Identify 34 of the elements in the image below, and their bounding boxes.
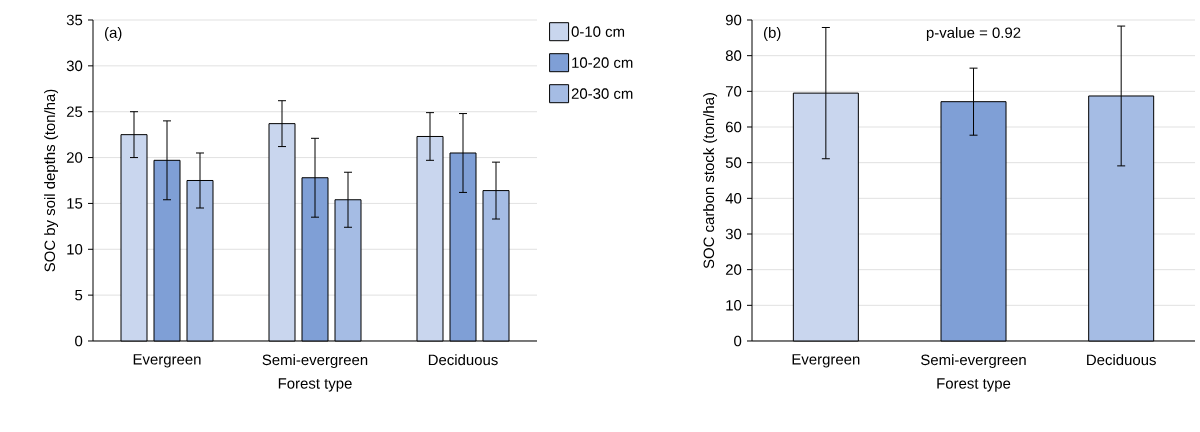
- x-tick-label: Evergreen: [792, 354, 860, 368]
- x-tick-label: Evergreen: [133, 354, 201, 368]
- x-axis-title: Forest type: [278, 378, 352, 392]
- y-tick-label: 25: [66, 106, 83, 117]
- x-axis-title: Forest type: [937, 378, 1011, 392]
- y-tick-label: 0: [75, 335, 83, 347]
- y-tick-label: 30: [725, 228, 742, 240]
- y-tick-label: 50: [725, 157, 742, 168]
- y-tick-label: 30: [66, 60, 83, 72]
- y-tick-label: 20: [66, 152, 83, 163]
- y-tick-label: 15: [67, 198, 83, 209]
- y-tick-label: 10: [67, 243, 83, 255]
- y-tick-label: 10: [726, 300, 742, 311]
- x-tick-label: Deciduous: [1087, 354, 1156, 366]
- y-axis-title: SOC carbon stock (ton/ha): [703, 92, 718, 269]
- x-tick-label: Semi-evergreen: [921, 354, 1026, 369]
- y-tick-label: 90: [725, 14, 742, 26]
- legend-label: 10-20 cm: [572, 57, 633, 68]
- y-tick-label: 40: [725, 193, 742, 204]
- y-tick-label: 35: [66, 14, 83, 26]
- legend-label: 0-10 cm: [571, 26, 625, 37]
- y-tick-label: 60: [725, 121, 742, 133]
- annotation: p-value = 0.92: [926, 27, 1021, 41]
- y-tick-label: 80: [725, 50, 742, 61]
- y-tick-label: 70: [725, 86, 742, 97]
- legend-label: 20-30 cm: [571, 88, 633, 99]
- annotation: (b): [764, 27, 781, 41]
- annotation: (a): [105, 27, 122, 41]
- x-tick-label: Deciduous: [428, 354, 498, 366]
- x-tick-label: Semi-evergreen: [262, 354, 368, 369]
- y-tick-label: 20: [725, 264, 742, 275]
- y-tick-label: 5: [75, 289, 83, 301]
- y-tick-label: 0: [734, 335, 742, 347]
- y-axis-title: SOC by soil depths (ton/ha): [44, 89, 59, 272]
